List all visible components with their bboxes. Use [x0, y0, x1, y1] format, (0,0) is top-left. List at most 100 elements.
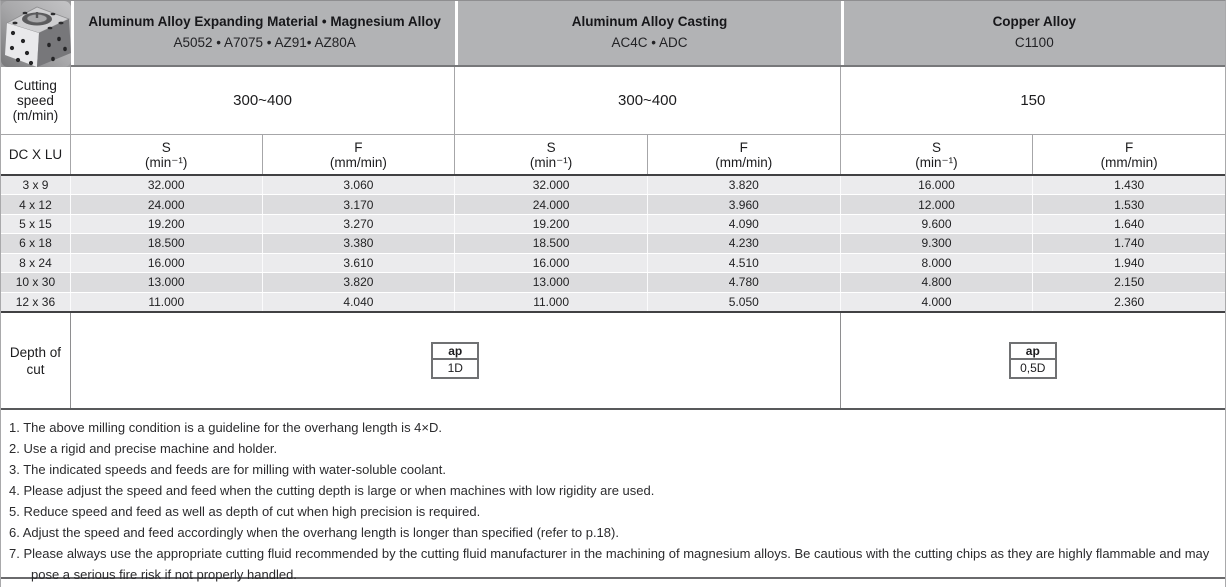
- row-label-dc-lu: 10 x 30: [1, 273, 71, 292]
- cell-value: 13.000: [455, 273, 648, 292]
- cutting-speed-label: Cutting speed (m/min): [1, 67, 71, 134]
- material-group-grades: A5052 • A7075 • AZ91• AZ80A: [173, 35, 356, 50]
- table-row: 10 x 30 13.000 3.820 13.000 4.780 4.800 2.150: [1, 273, 1225, 293]
- cell-value: 18.500: [70, 234, 263, 253]
- cell-value: 1.530: [1033, 195, 1225, 214]
- cutting-speed-row: Cutting speed (m/min) 300~400 300~400 15…: [1, 67, 1225, 135]
- cell-value: 9.300: [840, 234, 1034, 253]
- cell-value: 3.820: [262, 273, 456, 292]
- cell-value: 3.960: [647, 195, 841, 214]
- row-label-dc-lu: 5 x 15: [1, 214, 71, 234]
- cell-value: 18.500: [455, 234, 648, 253]
- cell-value: 19.200: [70, 214, 263, 234]
- depth-of-cut-row: Depth of cut ap 1D ap 0,5D: [1, 313, 1225, 410]
- ap-label: ap: [433, 344, 478, 360]
- row-label-dc-lu: 6 x 18: [1, 234, 71, 253]
- s-column-header: S (min⁻¹): [71, 135, 263, 174]
- footnote: 7. Please always use the appropriate cut…: [9, 546, 1210, 582]
- cell-value: 11.000: [455, 292, 648, 311]
- cell-value: 3.170: [262, 195, 456, 214]
- cell-value: 4.230: [647, 234, 841, 253]
- material-header-row: Aluminum Alloy Expanding Material • Magn…: [1, 1, 1225, 67]
- cell-value: 4.800: [840, 273, 1034, 292]
- cell-value: 24.000: [70, 195, 263, 214]
- material-group-grades: AC4C • ADC: [611, 35, 688, 50]
- footnote: 3. The indicated speeds and feeds are fo…: [9, 462, 446, 477]
- ap-depth-box: ap 0,5D: [1008, 342, 1057, 379]
- table-row: 6 x 18 18.500 3.380 18.500 4.230 9.300 1.740: [1, 234, 1225, 254]
- cell-value: 32.000: [70, 176, 263, 195]
- cell-value: 19.200: [455, 214, 648, 234]
- material-group-title: Aluminum Alloy Casting: [571, 14, 728, 29]
- row-label-dc-lu: 4 x 12: [1, 195, 71, 214]
- footnote: 1. The above milling condition is a guid…: [9, 420, 443, 435]
- f-column-header: F (mm/min): [648, 135, 841, 174]
- material-group-title: Copper Alloy: [992, 14, 1077, 29]
- cell-value: 3.270: [262, 214, 456, 234]
- ap-depth-box: ap 1D: [431, 342, 480, 379]
- table-row: 3 x 9 32.000 3.060 32.000 3.820 16.000 1.430: [1, 176, 1225, 196]
- footnote: 5. Reduce speed and feed as well as dept…: [9, 504, 481, 519]
- cell-value: 3.060: [262, 176, 456, 195]
- cell-value: 4.040: [262, 292, 456, 311]
- footnote: 6. Adjust the speed and feed accordingly…: [9, 525, 619, 540]
- footnote: 4. Please adjust the speed and feed when…: [9, 483, 655, 498]
- s-column-header: S (min⁻¹): [841, 135, 1034, 174]
- cell-value: 13.000: [70, 273, 263, 292]
- cell-value: 4.090: [647, 214, 841, 234]
- table-row: 12 x 36 11.000 4.040 11.000 5.050 4.000 2.360: [1, 292, 1225, 311]
- ap-value: 1D: [447, 361, 463, 375]
- row-label-dc-lu: 8 x 24: [1, 253, 71, 273]
- s-column-header: S (min⁻¹): [455, 135, 648, 174]
- cell-value: 16.000: [840, 176, 1034, 195]
- cell-value: 2.360: [1033, 292, 1225, 311]
- footnotes: 1. The above milling condition is a guid…: [1, 410, 1225, 582]
- cell-value: 3.380: [262, 234, 456, 253]
- cell-value: 1.430: [1033, 176, 1225, 195]
- row-label-dc-lu: 3 x 9: [1, 176, 71, 195]
- cell-value: 5.050: [647, 292, 841, 311]
- cell-value: 1.940: [1033, 253, 1225, 273]
- depth-of-cut-cell-aluminum: ap 1D: [71, 313, 841, 408]
- cell-value: 32.000: [455, 176, 648, 195]
- depth-of-cut-cell-copper: ap 0,5D: [841, 313, 1225, 408]
- cell-value: 4.780: [647, 273, 841, 292]
- material-group-title: Aluminum Alloy Expanding Material • Magn…: [88, 14, 441, 29]
- cell-value: 3.610: [262, 253, 456, 273]
- cell-value: 3.820: [647, 176, 841, 195]
- dc-lu-header: DC X LU: [1, 135, 71, 174]
- cell-value: 24.000: [455, 195, 648, 214]
- f-column-header: F (mm/min): [263, 135, 456, 174]
- column-header-row: DC X LU S (min⁻¹) F (mm/min) S (min⁻¹) F…: [1, 135, 1225, 176]
- ap-label: ap: [1010, 344, 1055, 360]
- f-column-header: F (mm/min): [1100, 139, 1158, 170]
- footnote: 2. Use a rigid and precise machine and h…: [9, 441, 278, 456]
- cell-value: 12.000: [840, 195, 1034, 214]
- table-row: 8 x 24 16.000 3.610 16.000 4.510 8.000 1.940: [1, 253, 1225, 274]
- cutting-speed-value: 150: [1020, 92, 1046, 109]
- table-row: 4 x 12 24.000 3.170 24.000 3.960 12.000 1.530: [1, 195, 1225, 215]
- table-row: 5 x 15 19.200 3.270 19.200 4.090 9.600 1.640: [1, 214, 1225, 235]
- cell-value: 4.000: [840, 292, 1034, 311]
- machined-block-image: [1, 1, 71, 67]
- cell-value: 1.740: [1033, 234, 1225, 253]
- material-group-aluminum-expanding: Aluminum Alloy Expanding Material • Magn…: [71, 1, 456, 65]
- cell-value: 2.150: [1033, 273, 1225, 292]
- material-group-copper: Copper Alloy C1100: [840, 1, 1225, 65]
- cell-value: 9.600: [840, 214, 1034, 234]
- cell-value: 8.000: [840, 253, 1034, 273]
- cell-value: 4.510: [647, 253, 841, 273]
- cell-value: 11.000: [70, 292, 263, 311]
- material-group-aluminum-casting: Aluminum Alloy Casting AC4C • ADC: [455, 1, 841, 65]
- ap-value: 0,5D: [1020, 361, 1046, 375]
- cell-value: 16.000: [70, 253, 263, 273]
- cutting-speed-value: 300~400: [71, 67, 456, 134]
- data-rows: 3 x 9 32.000 3.060 32.000 3.820 16.000 1.430 4 …: [1, 176, 1225, 313]
- material-group-grades: C1100: [1014, 35, 1054, 50]
- workpiece-photo: [1, 1, 71, 67]
- row-label-dc-lu: 12 x 36: [1, 292, 71, 311]
- cell-value: 16.000: [455, 253, 648, 273]
- depth-of-cut-label: Depth of cut: [1, 313, 71, 408]
- cell-value: 1.640: [1033, 214, 1225, 234]
